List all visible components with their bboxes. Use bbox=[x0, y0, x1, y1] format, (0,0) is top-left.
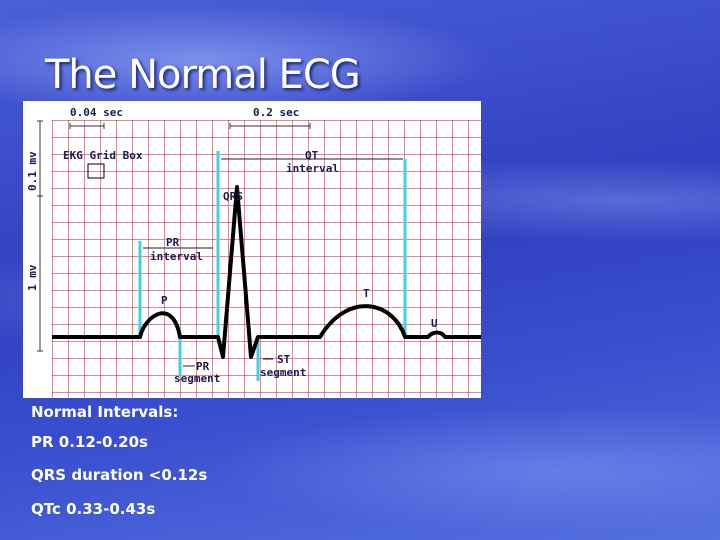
note-item: QRS duration <0.12s bbox=[31, 466, 208, 484]
label: PR bbox=[166, 236, 180, 249]
note-item: PR 0.12-0.20s bbox=[31, 433, 148, 451]
note-item: QTc 0.33-0.43s bbox=[31, 500, 156, 518]
label: 0.2 sec bbox=[253, 106, 299, 119]
label: 0.1 mv bbox=[26, 151, 39, 191]
ecg-trace bbox=[52, 185, 481, 359]
label: P bbox=[161, 294, 168, 307]
label: ST bbox=[277, 353, 291, 366]
label: QRS bbox=[223, 190, 243, 203]
scale-markers bbox=[37, 120, 311, 352]
label: QT bbox=[305, 149, 319, 162]
label: EKG Grid Box bbox=[63, 149, 143, 162]
interval-markers bbox=[138, 151, 407, 381]
ecg-diagram: 0.04 sec 0.2 sec 0.1 mv 1 mv EKG Grid Bo… bbox=[23, 101, 481, 398]
label: segment bbox=[174, 372, 220, 385]
label: segment bbox=[260, 366, 306, 379]
slide-title: The Normal ECG bbox=[45, 52, 361, 98]
label: PR bbox=[196, 360, 210, 373]
label: T bbox=[363, 287, 370, 300]
label: 0.04 sec bbox=[70, 106, 123, 119]
arrows bbox=[143, 158, 403, 367]
notes-heading: Normal Intervals: bbox=[31, 403, 179, 421]
label: 1 mv bbox=[26, 264, 39, 291]
label: interval bbox=[286, 162, 339, 175]
grid bbox=[52, 120, 481, 398]
label: interval bbox=[150, 250, 203, 263]
label: U bbox=[431, 317, 438, 330]
